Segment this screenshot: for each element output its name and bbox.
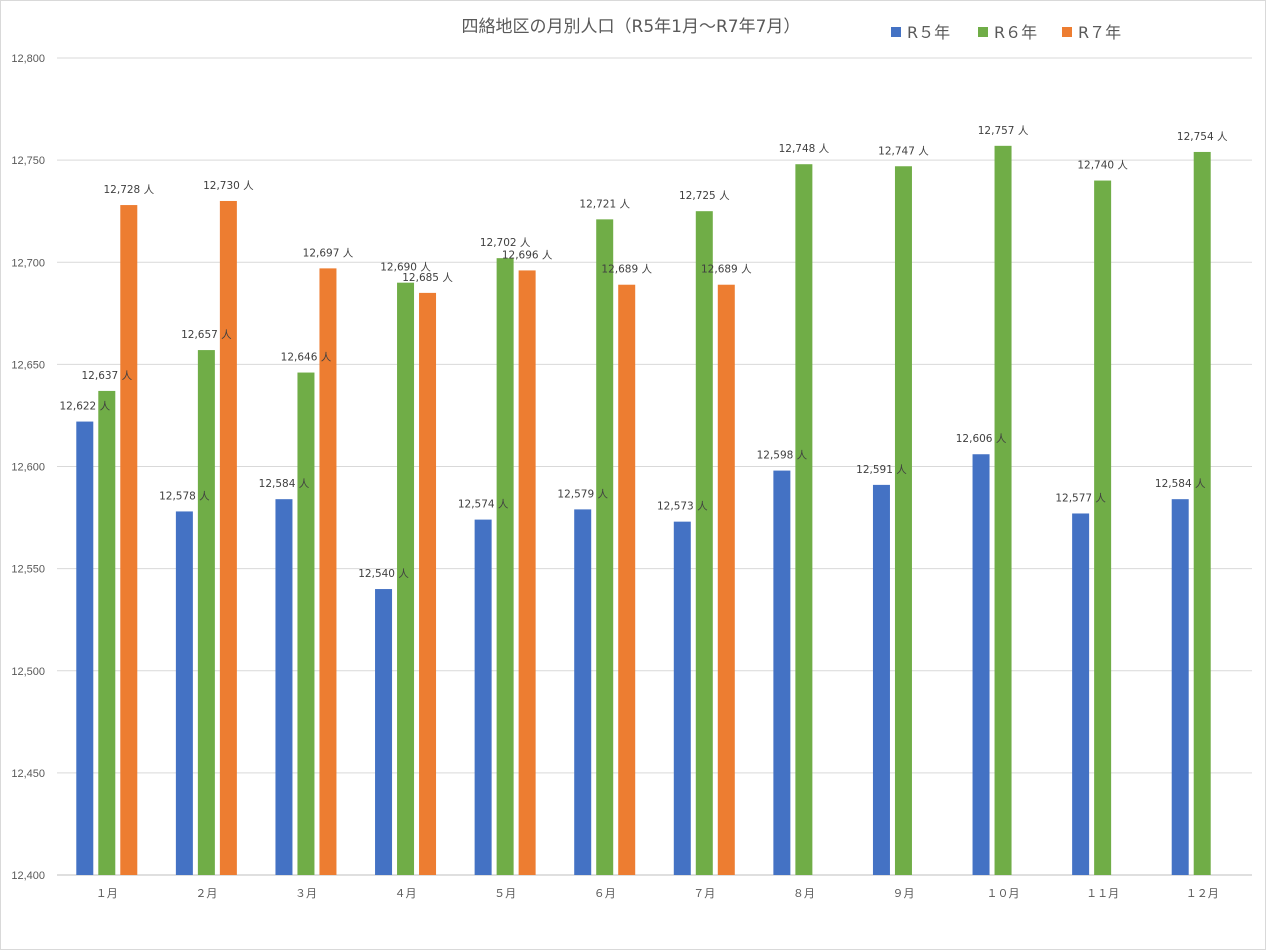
bar <box>197 350 215 875</box>
y-tick-label: 12,500 <box>11 666 45 678</box>
y-axis-ticks: 12,400 12,450 12,500 12,550 12,600 12,650 12,7… <box>11 53 45 882</box>
data-label: 12,740 人 <box>1077 160 1128 172</box>
bar <box>518 270 536 875</box>
y-tick-label: 12,700 <box>11 257 45 269</box>
bar <box>795 164 813 875</box>
bar <box>1171 499 1189 875</box>
bar <box>773 470 791 875</box>
bar <box>496 258 514 875</box>
legend-swatch <box>891 27 901 37</box>
y-tick-label: 12,450 <box>11 768 45 780</box>
data-label: 12,725 人 <box>679 190 730 202</box>
data-label: 12,748 人 <box>779 143 830 155</box>
y-tick-label: 12,550 <box>11 564 45 576</box>
bar <box>717 284 735 875</box>
x-category-label: １月 <box>96 887 118 900</box>
data-label: 12,598 人 <box>757 450 808 462</box>
x-category-label: １０月 <box>987 887 1020 900</box>
bar <box>474 519 492 875</box>
bar <box>98 390 116 875</box>
legend: R５年 R６年 R７年 <box>891 23 1121 42</box>
y-tick-label: 12,800 <box>11 53 45 65</box>
bar <box>419 292 437 875</box>
data-label: 12,637 人 <box>82 370 133 382</box>
bar <box>972 454 990 875</box>
legend-label: R７年 <box>1078 23 1121 42</box>
x-category-label: １１月 <box>1086 887 1119 900</box>
bar <box>994 145 1012 875</box>
data-label: 12,606 人 <box>956 433 1007 445</box>
legend-swatch <box>978 27 988 37</box>
bar <box>297 372 315 875</box>
data-label: 12,577 人 <box>1055 492 1106 504</box>
data-label: 12,730 人 <box>203 180 254 192</box>
bar <box>375 589 393 875</box>
y-tick-label: 12,400 <box>11 870 45 882</box>
bar <box>319 268 337 875</box>
x-category-label: ９月 <box>892 887 914 900</box>
bar <box>596 219 614 876</box>
bar <box>76 421 94 875</box>
data-label: 12,690 人 <box>380 262 431 274</box>
data-label: 12,689 人 <box>701 264 752 276</box>
x-category-label: ５月 <box>494 887 516 900</box>
legend-swatch <box>1062 27 1072 37</box>
x-category-label: ６月 <box>594 887 616 900</box>
data-label: 12,591 人 <box>856 464 907 476</box>
data-label: 12,721 人 <box>579 198 630 210</box>
y-tick-label: 12,650 <box>11 359 45 371</box>
bar <box>397 282 415 875</box>
x-category-label: １２月 <box>1186 887 1219 900</box>
legend-label: R５年 <box>907 23 950 42</box>
x-category-label: ７月 <box>693 887 715 900</box>
data-labels: 12,622 人 12,637 人 12,728 人 12,578 人 12,657 人… <box>60 125 1228 580</box>
x-category-label: ３月 <box>295 887 317 900</box>
data-label: 12,540 人 <box>358 568 409 580</box>
y-tick-label: 12,750 <box>11 155 45 167</box>
data-label: 12,573 人 <box>657 501 708 513</box>
bar <box>275 499 293 875</box>
data-label: 12,579 人 <box>557 488 608 500</box>
data-label: 12,657 人 <box>181 329 232 341</box>
data-label: 12,697 人 <box>303 247 354 259</box>
data-label: 12,754 人 <box>1177 131 1228 143</box>
x-category-label: ８月 <box>793 887 815 900</box>
bar <box>175 511 193 875</box>
data-label: 12,728 人 <box>104 184 155 196</box>
bar <box>1094 180 1112 876</box>
chart-title: 四絡地区の月別人口（R5年1月～R7年7月） <box>462 17 801 37</box>
y-tick-label: 12,600 <box>11 462 45 474</box>
bar <box>618 284 636 875</box>
data-label: 12,685 人 <box>402 272 453 284</box>
bar <box>695 211 713 875</box>
x-category-label: ２月 <box>195 887 217 900</box>
x-axis-categories: １月 ２月 ３月 ４月 ５月 ６月 ７月 ８月 ９月 １０月 １１月 １２月 <box>96 887 1219 900</box>
bar <box>673 521 691 875</box>
bar <box>872 484 890 875</box>
gridlines <box>57 57 1252 876</box>
bar <box>1193 151 1211 875</box>
bar <box>894 166 912 875</box>
data-label: 12,578 人 <box>159 490 210 502</box>
data-label: 12,696 人 <box>502 249 553 261</box>
bar <box>1072 513 1090 875</box>
legend-label: R６年 <box>994 23 1037 42</box>
data-label: 12,584 人 <box>259 478 310 490</box>
data-label: 12,747 人 <box>878 145 929 157</box>
data-label: 12,584 人 <box>1155 478 1206 490</box>
data-label: 12,757 人 <box>978 125 1029 137</box>
bar <box>219 200 237 876</box>
data-label: 12,702 人 <box>480 237 531 249</box>
data-label: 12,689 人 <box>601 264 652 276</box>
data-label: 12,622 人 <box>60 401 111 413</box>
data-label: 12,646 人 <box>281 352 332 364</box>
bar <box>120 205 138 875</box>
bar <box>574 509 592 875</box>
bars <box>76 145 1211 876</box>
data-label: 12,574 人 <box>458 499 509 511</box>
x-category-label: ４月 <box>395 887 417 900</box>
